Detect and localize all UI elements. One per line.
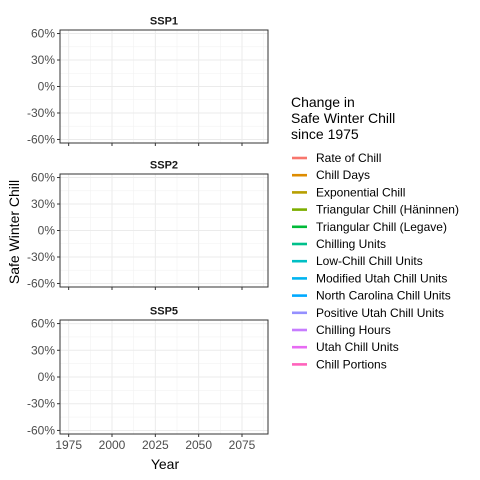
y-tick-label: 60% [31,317,55,331]
legend-label: North Carolina Chill Units [316,289,451,303]
facet-strip [60,156,268,173]
panel-border [59,173,269,288]
legend-label: Triangular Chill (Legave) [316,220,447,234]
x-axis-title: Year [151,456,180,472]
legend-label: Positive Utah Chill Units [316,306,444,320]
panel-border [59,29,269,144]
panel-border [59,319,269,435]
y-axis-title: Safe Winter Chill [6,180,22,284]
legend-item: Utah Chill Units [292,340,399,354]
legend-label: Exponential Chill [316,185,405,199]
legend-item: Triangular Chill (Häninnen) [292,203,459,217]
x-tick-label: 2025 [142,438,169,452]
y-tick-label: 30% [31,197,55,211]
legend-item: Positive Utah Chill Units [292,306,444,320]
y-tick-label: 30% [31,53,55,67]
facet-strip-label: SSP2 [150,160,178,172]
facet-strip-label: SSP5 [150,306,178,318]
legend-label: Triangular Chill (Häninnen) [316,203,459,217]
y-tick-label: -60% [27,276,55,290]
legend-item: Chill Portions [292,357,387,371]
y-tick-label: -60% [27,423,55,437]
legend-label: Chilling Hours [316,323,391,337]
x-tick-label: 2050 [185,438,212,452]
y-tick-label: 0% [38,224,56,238]
x-tick-label: 2075 [229,438,256,452]
legend-title: Safe Winter Chill [291,110,395,126]
legend-item: Exponential Chill [292,185,405,199]
facet-strip [60,12,268,29]
facet-panels: SSP1 60% 30% 0% -30% -60% SSP2 60% 30% 0% -30% -60%… [27,12,269,452]
panel-ssp1: SSP1 60% 30% 0% -30% -60% [27,12,269,146]
legend-label: Utah Chill Units [316,340,399,354]
legend-item: Triangular Chill (Legave) [292,220,447,234]
legend-item: Chilling Units [292,237,386,251]
legend-label: Modified Utah Chill Units [316,271,447,285]
panel-ssp2: SSP2 60% 30% 0% -30% -60% [27,156,269,290]
legend-item: Rate of Chill [292,151,381,165]
panel-ssp5: SSP5 1975 2000 2025 2050 2075 60% 30% 0% -30% -60% [27,302,269,452]
y-tick-label: 0% [38,80,56,94]
y-tick-label: 60% [31,171,55,185]
legend-label: Chill Portions [316,357,387,371]
legend-item: Modified Utah Chill Units [292,271,447,285]
y-tick-label: 0% [38,370,56,384]
x-tick-label: 2000 [99,438,126,452]
y-tick-label: 60% [31,27,55,41]
legend-label: Chill Days [316,168,370,182]
x-tick-label: 1975 [55,438,82,452]
legend-item: Chill Days [292,168,370,182]
y-tick-label: 30% [31,343,55,357]
y-tick-label: -60% [27,132,55,146]
legend-item: North Carolina Chill Units [292,289,451,303]
facet-strip-label: SSP1 [150,16,178,28]
legend-title: Change in [291,94,355,110]
y-tick-label: -30% [27,250,55,264]
y-tick-label: -30% [27,106,55,120]
legend-label: Low-Chill Chill Units [316,254,423,268]
y-tick-label: -30% [27,397,55,411]
legend-label: Rate of Chill [316,151,381,165]
facet-strip [60,302,268,319]
legend-item: Chilling Hours [292,323,391,337]
legend-title: since 1975 [291,126,359,142]
legend-item: Low-Chill Chill Units [292,254,423,268]
legend-label: Chilling Units [316,237,386,251]
